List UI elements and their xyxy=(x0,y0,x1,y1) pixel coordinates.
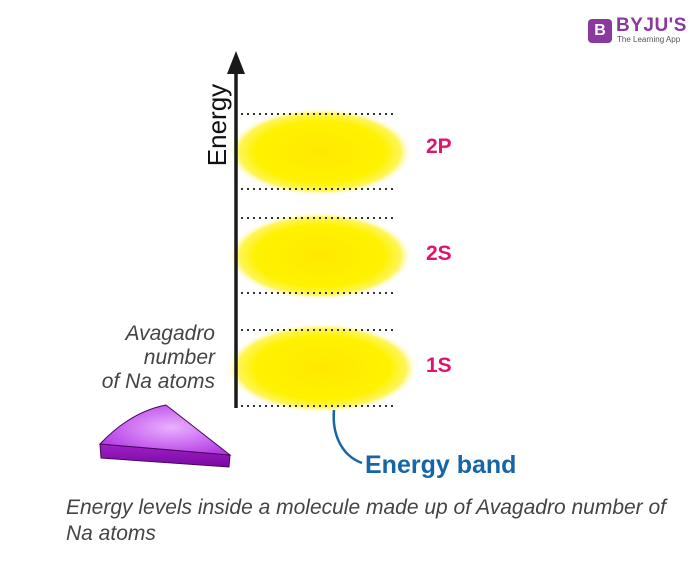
energy-band-leader-line xyxy=(332,409,363,465)
na-label-line1: Avagadro xyxy=(125,322,215,345)
level-label-2s: 2S xyxy=(426,242,452,265)
na-atoms-label: Avagadro number of Na atoms xyxy=(40,322,215,394)
level-label-2p: 2P xyxy=(426,135,452,158)
band-1s xyxy=(226,323,418,413)
band-2s xyxy=(228,212,412,300)
figure-caption: Energy levels inside a molecule made up … xyxy=(66,496,667,545)
logo-name: BYJU'S xyxy=(616,15,687,36)
na-label-line3: of Na atoms xyxy=(101,370,215,393)
level-label-1s: 1S xyxy=(426,354,452,377)
energy-axis-label: Energy xyxy=(202,83,232,167)
level-lines xyxy=(241,113,393,407)
energy-band-label: Energy band xyxy=(365,451,517,479)
na-crystal-icon xyxy=(98,404,232,468)
band-2p xyxy=(228,108,412,196)
na-label-line2: number xyxy=(143,346,215,369)
byjus-logo-icon: B xyxy=(588,19,612,43)
logo-tagline: The Learning App xyxy=(617,35,681,44)
energy-axis-arrow-icon xyxy=(227,51,245,408)
